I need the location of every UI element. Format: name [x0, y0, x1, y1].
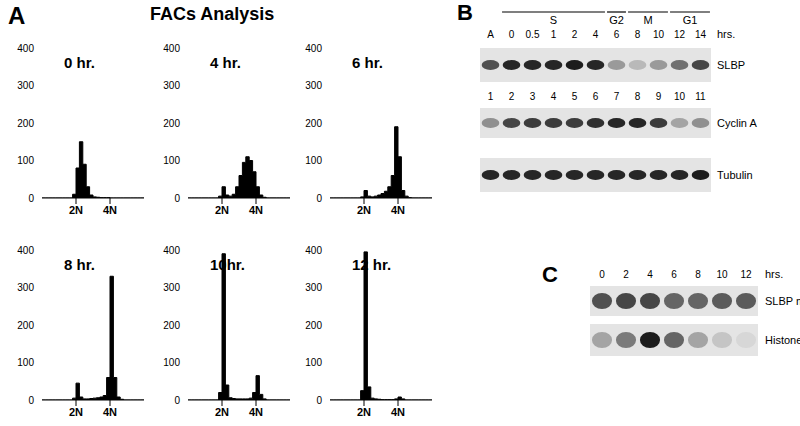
svg-text:8: 8 — [635, 29, 641, 40]
svg-text:100: 100 — [17, 155, 34, 166]
svg-text:300: 300 — [163, 282, 180, 293]
svg-text:C: C — [542, 262, 558, 287]
svg-text:9: 9 — [656, 91, 662, 102]
html-text:A: A — [8, 2, 26, 29]
svg-text:400: 400 — [305, 245, 322, 256]
svg-text:400: 400 — [17, 245, 34, 256]
svg-text:4N: 4N — [391, 406, 405, 418]
svg-text:0: 0 — [174, 193, 180, 204]
html-text:FACs Analysis: FACs Analysis — [150, 4, 275, 24]
html-text:0 hr.: 0 hr. — [64, 54, 95, 71]
svg-text:3: 3 — [530, 91, 536, 102]
svg-text:10: 10 — [716, 269, 728, 280]
html-text:6 hr.: 6 hr. — [352, 54, 383, 71]
svg-text:6: 6 — [614, 29, 620, 40]
svg-text:Cyclin A: Cyclin A — [717, 117, 757, 129]
svg-text:0: 0 — [28, 193, 34, 204]
svg-text:200: 200 — [305, 320, 322, 331]
svg-text:200: 200 — [17, 320, 34, 331]
svg-text:100: 100 — [163, 357, 180, 368]
svg-text:2N: 2N — [69, 204, 83, 216]
svg-text:4: 4 — [647, 269, 653, 280]
html-text:4 hr.: 4 hr. — [210, 54, 241, 71]
svg-text:100: 100 — [17, 357, 34, 368]
svg-text:100: 100 — [163, 155, 180, 166]
svg-text:Histone H3: Histone H3 — [765, 334, 792, 346]
svg-text:300: 300 — [305, 80, 322, 91]
svg-text:6: 6 — [593, 91, 599, 102]
svg-text:4N: 4N — [391, 204, 405, 216]
svg-text:400: 400 — [17, 43, 34, 54]
svg-text:4: 4 — [593, 29, 599, 40]
svg-text:5: 5 — [572, 91, 578, 102]
svg-text:400: 400 — [163, 43, 180, 54]
svg-text:200: 200 — [17, 118, 34, 129]
svg-text:100: 100 — [305, 357, 322, 368]
svg-text:2N: 2N — [215, 204, 229, 216]
svg-text:2N: 2N — [215, 406, 229, 418]
svg-text:300: 300 — [305, 282, 322, 293]
svg-text:G1: G1 — [683, 14, 698, 26]
svg-text:10: 10 — [674, 91, 686, 102]
svg-text:2N: 2N — [357, 204, 371, 216]
svg-text:12: 12 — [740, 269, 752, 280]
svg-text:Tubulin: Tubulin — [717, 169, 753, 181]
svg-text:200: 200 — [163, 118, 180, 129]
svg-text:100: 100 — [305, 155, 322, 166]
svg-text:SLBP mRNA: SLBP mRNA — [765, 295, 792, 307]
svg-text:4: 4 — [551, 91, 557, 102]
svg-text:4N: 4N — [103, 406, 117, 418]
svg-text:4N: 4N — [249, 204, 263, 216]
html-text:8 hr.: 8 hr. — [64, 256, 95, 273]
svg-text:1: 1 — [551, 29, 557, 40]
svg-text:0: 0 — [316, 193, 322, 204]
svg-text:0: 0 — [316, 395, 322, 406]
html-text:12 hr.: 12 hr. — [352, 256, 392, 273]
svg-text:0: 0 — [599, 269, 605, 280]
svg-text:8: 8 — [635, 91, 641, 102]
svg-text:hrs.: hrs. — [765, 268, 783, 280]
svg-text:4N: 4N — [249, 406, 263, 418]
svg-text:200: 200 — [305, 118, 322, 129]
svg-text:S: S — [550, 14, 557, 26]
svg-text:400: 400 — [163, 245, 180, 256]
svg-text:B: B — [457, 0, 473, 25]
svg-text:300: 300 — [17, 80, 34, 91]
html-text:10hr.: 10hr. — [210, 256, 245, 273]
svg-text:11: 11 — [695, 91, 706, 102]
svg-text:0.5: 0.5 — [526, 29, 540, 40]
svg-text:2: 2 — [623, 269, 629, 280]
svg-text:hrs.: hrs. — [717, 28, 735, 40]
svg-text:0: 0 — [509, 29, 515, 40]
svg-text:400: 400 — [305, 43, 322, 54]
svg-text:SLBP: SLBP — [717, 59, 745, 71]
svg-text:8: 8 — [695, 269, 701, 280]
svg-text:300: 300 — [17, 282, 34, 293]
svg-text:300: 300 — [163, 80, 180, 91]
svg-text:7: 7 — [614, 91, 620, 102]
svg-text:A: A — [487, 29, 494, 40]
svg-text:0: 0 — [28, 395, 34, 406]
svg-text:2: 2 — [509, 91, 515, 102]
svg-text:12: 12 — [674, 29, 686, 40]
svg-text:0: 0 — [174, 395, 180, 406]
svg-text:14: 14 — [695, 29, 707, 40]
svg-text:10: 10 — [653, 29, 665, 40]
svg-text:200: 200 — [163, 320, 180, 331]
svg-text:2N: 2N — [69, 406, 83, 418]
svg-text:2N: 2N — [357, 406, 371, 418]
svg-text:4N: 4N — [103, 204, 117, 216]
svg-text:6: 6 — [671, 269, 677, 280]
svg-text:M: M — [643, 14, 652, 26]
svg-text:2: 2 — [572, 29, 578, 40]
svg-text:1: 1 — [488, 91, 494, 102]
svg-text:G2: G2 — [609, 14, 624, 26]
